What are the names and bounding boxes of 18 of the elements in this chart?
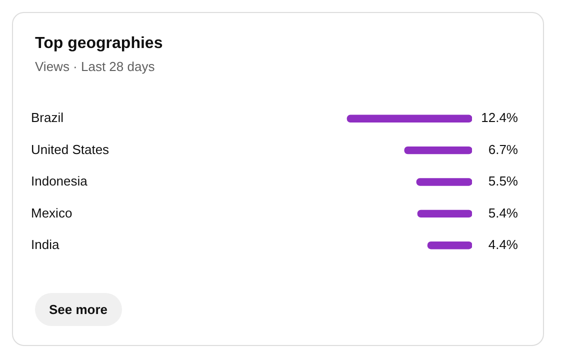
y-tick-label: Mexico [31, 205, 72, 220]
data-label: 4.4% [488, 236, 518, 252]
y-tick-label: Indonesia [31, 174, 88, 189]
data-label: 5.5% [488, 174, 518, 189]
data-label: 5.4% [488, 205, 518, 220]
text: See more [35, 293, 122, 326]
data-label: 6.7% [488, 142, 518, 157]
bar [416, 178, 472, 186]
y-tick-label: India [31, 236, 60, 252]
bar [427, 242, 472, 250]
text: Views · Last 28 days [35, 59, 155, 74]
bar [346, 114, 472, 122]
bar [417, 210, 472, 218]
y-tick-label: Brazil [31, 110, 64, 126]
bar [404, 146, 472, 154]
y-tick-label: United States [31, 142, 110, 157]
text: Top geographies [35, 35, 163, 53]
data-label: 12.4% [481, 110, 518, 126]
